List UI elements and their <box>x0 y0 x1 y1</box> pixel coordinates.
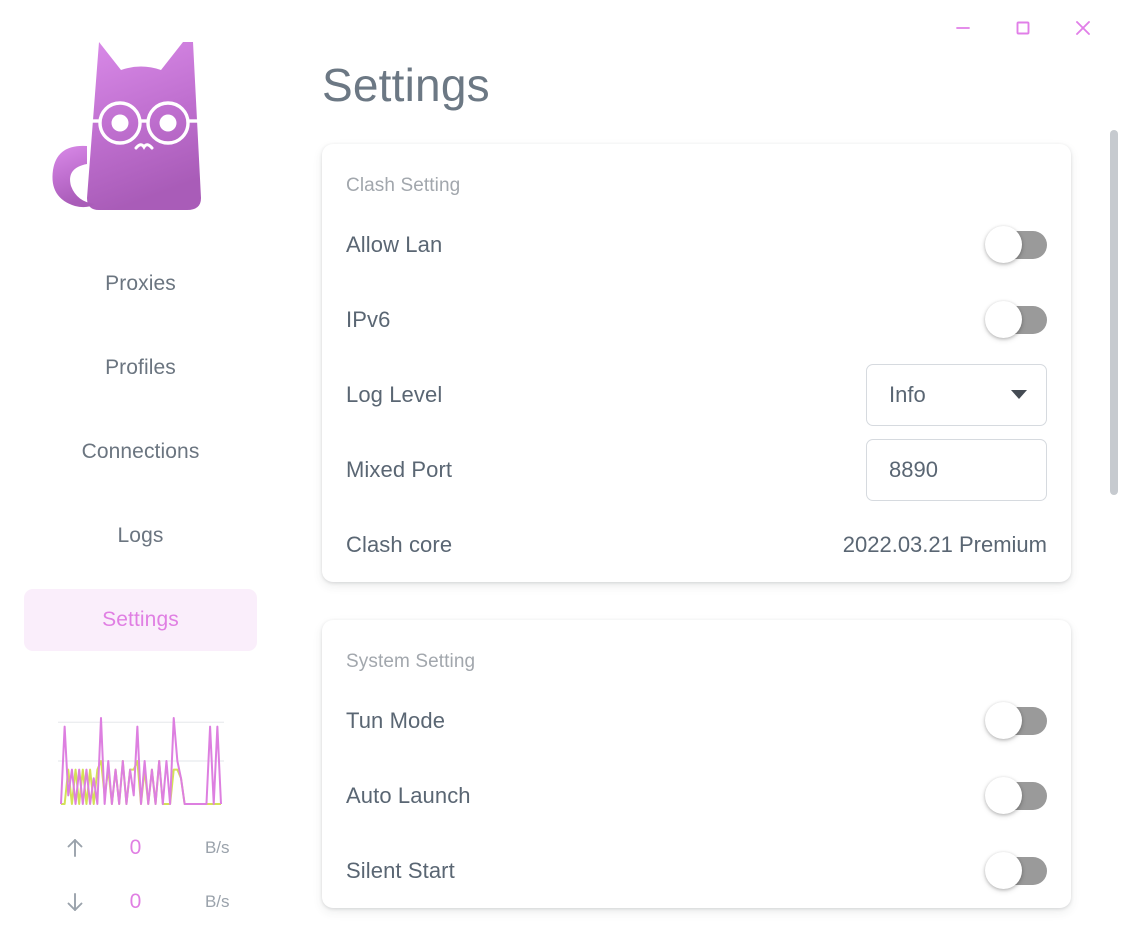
allow-lan-toggle[interactable] <box>985 226 1047 264</box>
sidebar-item-label: Proxies <box>105 272 176 295</box>
close-button[interactable] <box>1064 9 1102 47</box>
toggle-knob <box>985 777 1022 814</box>
arrow-down-icon <box>52 889 98 915</box>
log-level-select[interactable]: Info <box>866 363 1047 426</box>
toggle-knob <box>985 702 1022 739</box>
maximize-icon <box>1016 21 1030 35</box>
clash-setting-card: Clash Setting Allow Lan IPv6 <box>322 144 1071 582</box>
chart-gridlines <box>57 721 224 762</box>
row-allow-lan: Allow Lan <box>346 207 1047 282</box>
upload-unit: B/s <box>204 838 230 857</box>
silent-start-toggle[interactable] <box>985 852 1047 890</box>
scrollbar[interactable] <box>1110 0 1118 937</box>
upload-stat: 0 B/s <box>52 821 230 875</box>
cat-logo-icon <box>51 42 201 210</box>
main-content: Settings Clash Setting Allow Lan IPv6 <box>281 0 1124 937</box>
row-tun-mode: Tun Mode <box>346 683 1047 758</box>
sidebar-item-label: Logs <box>117 524 164 547</box>
row-label: Clash core <box>346 531 453 557</box>
toggle-knob <box>985 301 1022 338</box>
row-log-level: Log Level Info <box>346 357 1047 432</box>
page-title: Settings <box>322 59 490 111</box>
auto-launch-toggle[interactable] <box>985 777 1047 815</box>
clash-cat-logo <box>41 18 241 223</box>
traffic-chart <box>57 715 224 807</box>
sidebar: Proxies Profiles Connections Logs Settin… <box>0 0 281 937</box>
chart-line-upload <box>59 717 222 805</box>
mixed-port-input[interactable] <box>866 438 1047 501</box>
row-label: Mixed Port <box>346 456 453 482</box>
clash-core-version: 2022.03.21 Premium <box>842 531 1047 557</box>
row-label: Auto Launch <box>346 782 471 808</box>
row-mixed-port: Mixed Port <box>346 432 1047 507</box>
row-label: Allow Lan <box>346 231 443 257</box>
sidebar-item-label: Connections <box>81 440 200 463</box>
row-label: Tun Mode <box>346 707 446 733</box>
traffic-widget: 0 B/s 0 B/s <box>0 715 281 929</box>
log-level-value: Info <box>889 381 926 407</box>
toggle-knob <box>985 226 1022 263</box>
row-silent-start: Silent Start <box>346 833 1047 908</box>
toggle-knob <box>985 852 1022 889</box>
close-icon <box>1076 21 1090 35</box>
system-setting-card: System Setting Tun Mode Auto Launch <box>322 620 1071 908</box>
sidebar-item-label: Profiles <box>105 356 176 379</box>
sidebar-item-proxies[interactable]: Proxies <box>24 253 257 315</box>
sidebar-item-connections[interactable]: Connections <box>24 421 257 483</box>
minimize-button[interactable] <box>944 9 982 47</box>
sidebar-nav: Proxies Profiles Connections Logs Settin… <box>0 253 281 651</box>
row-label: Log Level <box>346 381 443 407</box>
download-stat: 0 B/s <box>52 875 230 929</box>
sidebar-item-label: Settings <box>102 608 179 631</box>
card-title: Clash Setting <box>346 175 461 196</box>
arrow-up-icon <box>52 835 98 861</box>
sidebar-item-profiles[interactable]: Profiles <box>24 337 257 399</box>
download-unit: B/s <box>204 892 230 911</box>
download-value: 0 <box>129 890 142 913</box>
window-controls <box>944 0 1124 56</box>
row-label: Silent Start <box>346 857 455 883</box>
upload-value: 0 <box>129 836 142 859</box>
chevron-down-icon <box>1011 390 1027 399</box>
row-clash-core: Clash core 2022.03.21 Premium <box>346 507 1047 582</box>
minimize-icon <box>956 27 970 29</box>
traffic-chart-svg <box>57 717 224 805</box>
scrollbar-thumb[interactable] <box>1110 130 1118 495</box>
row-label: IPv6 <box>346 306 391 332</box>
sidebar-item-settings[interactable]: Settings <box>24 589 257 651</box>
row-auto-launch: Auto Launch <box>346 758 1047 833</box>
card-title: System Setting <box>346 651 476 672</box>
sidebar-item-logs[interactable]: Logs <box>24 505 257 567</box>
ipv6-toggle[interactable] <box>985 301 1047 339</box>
maximize-button[interactable] <box>1004 9 1042 47</box>
tun-mode-toggle[interactable] <box>985 702 1047 740</box>
settings-cards: Clash Setting Allow Lan IPv6 <box>281 144 1124 908</box>
row-ipv6: IPv6 <box>346 282 1047 357</box>
